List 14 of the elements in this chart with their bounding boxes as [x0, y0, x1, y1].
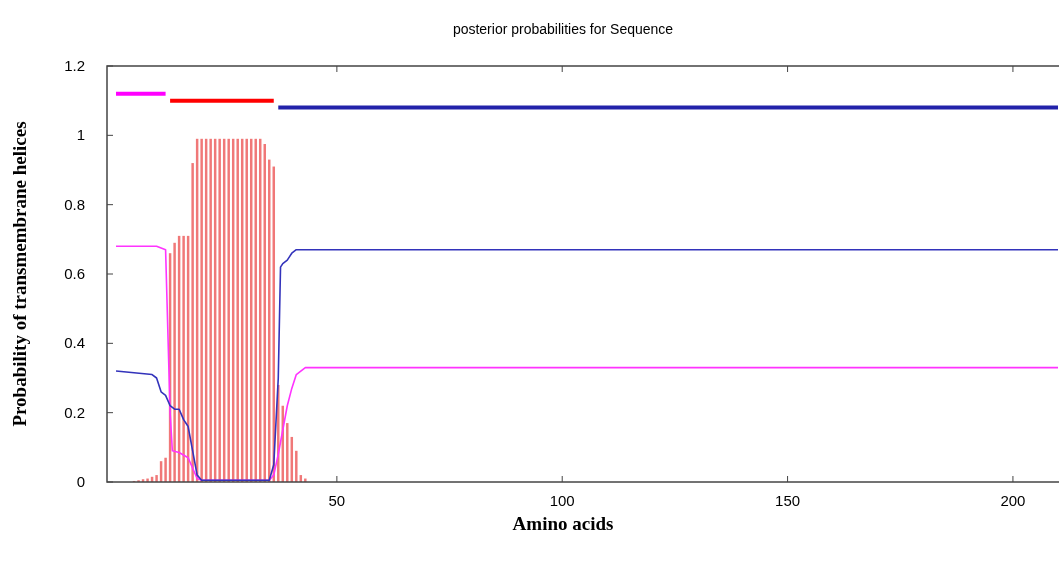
y-tick-label: 0.6 [64, 265, 85, 282]
chart-title: posterior probabilities for Sequence [452, 21, 674, 37]
y-tick-label: 1.2 [64, 57, 85, 74]
x-tick-label: 50 [328, 492, 346, 509]
y-axis-title: Probability of transmembrane helices [9, 121, 30, 427]
x-axis-title: Amino acids [512, 513, 614, 534]
x-tick-label: 200 [1000, 492, 1026, 509]
x-tick-label: 100 [549, 492, 575, 509]
y-tick-label: 0.4 [64, 334, 85, 352]
x-tick-label: 150 [775, 492, 801, 509]
y-tick-label: 1 [76, 126, 85, 144]
y-tick-label: 0.8 [64, 195, 85, 213]
y-tick-label: 0 [76, 473, 85, 490]
y-tick-label: 0.2 [64, 403, 85, 421]
